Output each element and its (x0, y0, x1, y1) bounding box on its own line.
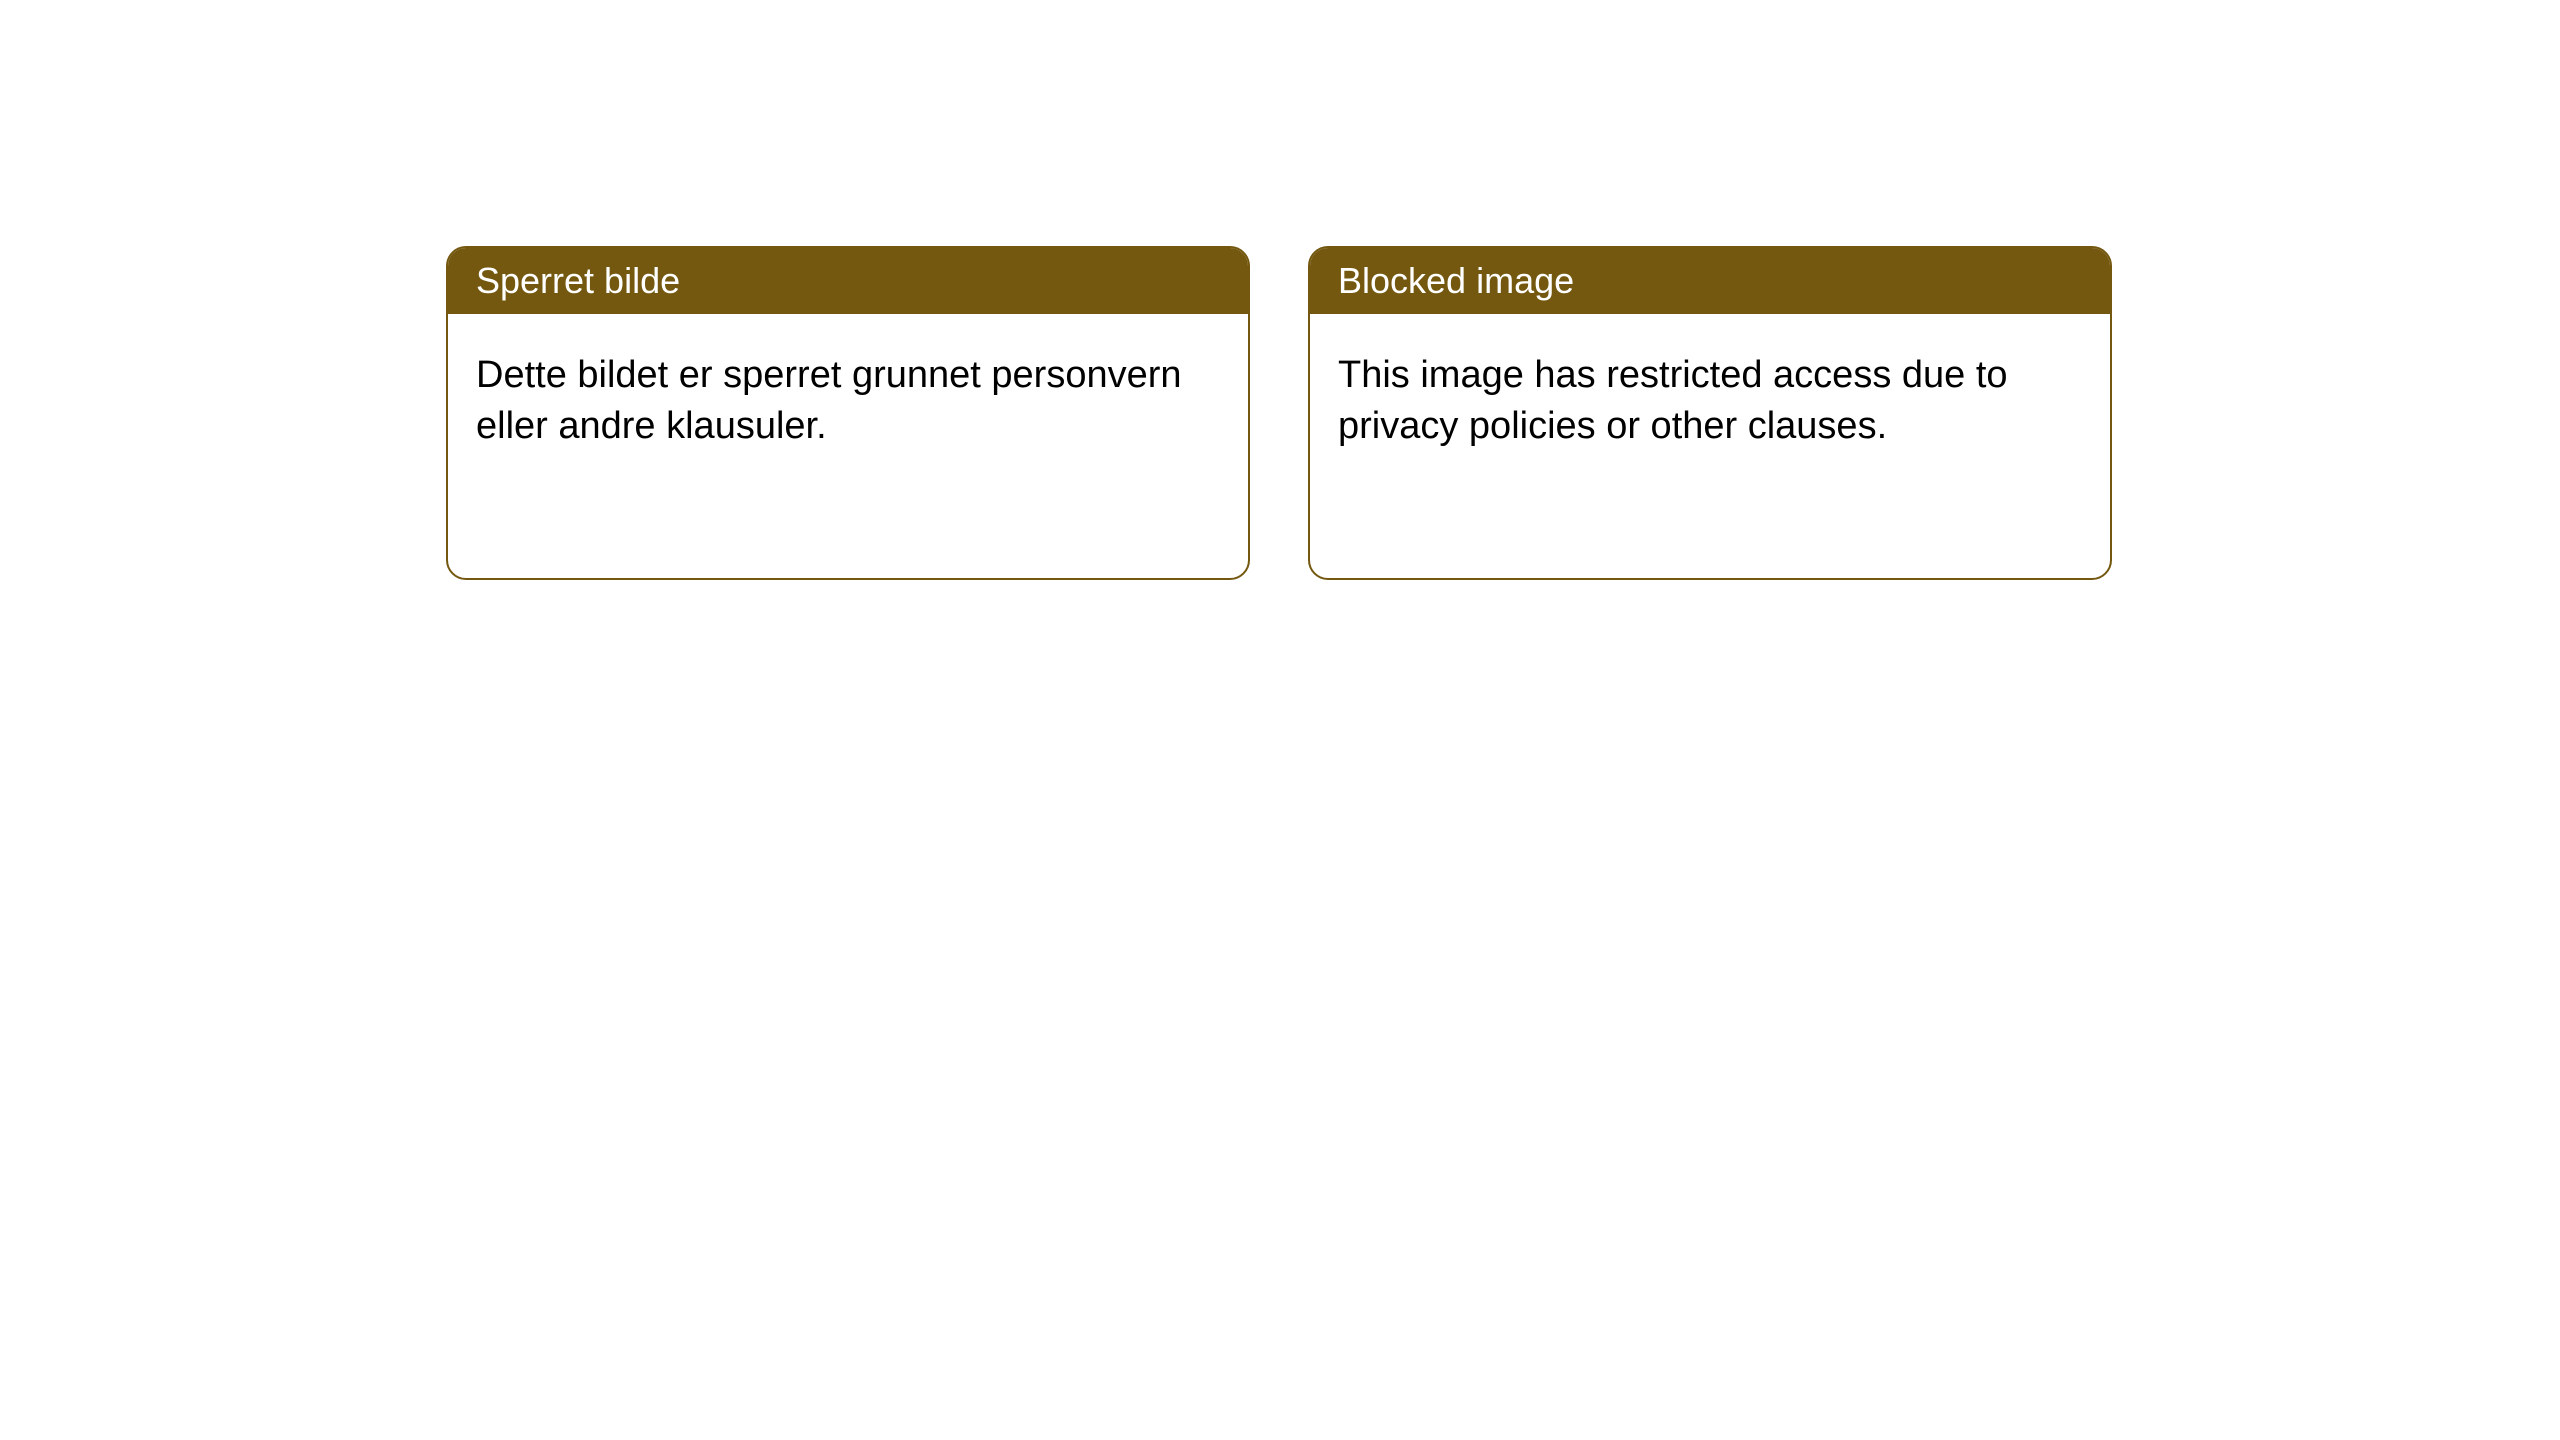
card-title-norwegian: Sperret bilde (476, 260, 680, 301)
card-header-norwegian: Sperret bilde (448, 248, 1248, 314)
card-title-english: Blocked image (1338, 260, 1574, 301)
card-header-english: Blocked image (1310, 248, 2110, 314)
card-body-norwegian: Dette bildet er sperret grunnet personve… (448, 314, 1248, 489)
notice-container: Sperret bilde Dette bildet er sperret gr… (0, 0, 2560, 580)
notice-card-norwegian: Sperret bilde Dette bildet er sperret gr… (446, 246, 1250, 580)
card-text-english: This image has restricted access due to … (1338, 354, 2008, 447)
card-body-english: This image has restricted access due to … (1310, 314, 2110, 489)
card-text-norwegian: Dette bildet er sperret grunnet personve… (476, 354, 1182, 447)
notice-card-english: Blocked image This image has restricted … (1308, 246, 2112, 580)
